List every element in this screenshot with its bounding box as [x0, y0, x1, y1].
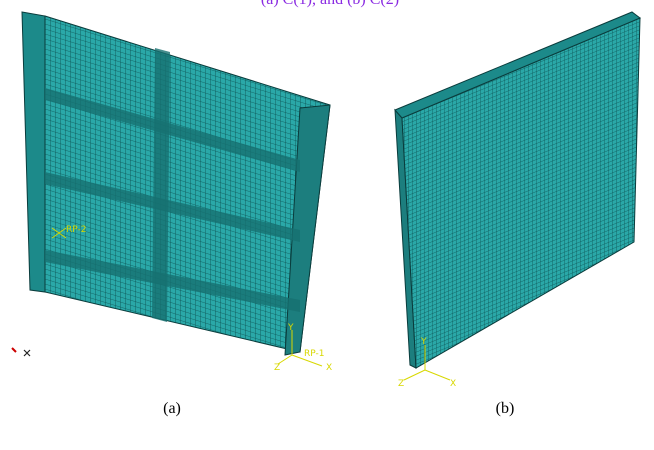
mesh-b [395, 12, 640, 368]
panel-label: (a) [163, 400, 181, 417]
page: (a) C(1), and (b) C(2) RP-2 RP-1 Y Z X (… [0, 0, 654, 450]
axis-label: Y [287, 323, 294, 333]
mesh-a [22, 12, 330, 355]
reference-point: RP-2 [66, 225, 86, 235]
axis-label: Z [274, 363, 280, 373]
axis-label: Y [420, 337, 427, 347]
axis-label: X [450, 379, 456, 389]
axis-label: Z [398, 379, 404, 389]
figure: (a) C(1), and (b) C(2) RP-2 RP-1 Y Z X (… [0, 0, 654, 450]
caption: (a) C(1), and (b) C(2) [261, 0, 399, 8]
reference-point: RP-1 [304, 349, 324, 359]
axis-label: X [326, 363, 332, 373]
panel-label: (b) [496, 400, 515, 417]
